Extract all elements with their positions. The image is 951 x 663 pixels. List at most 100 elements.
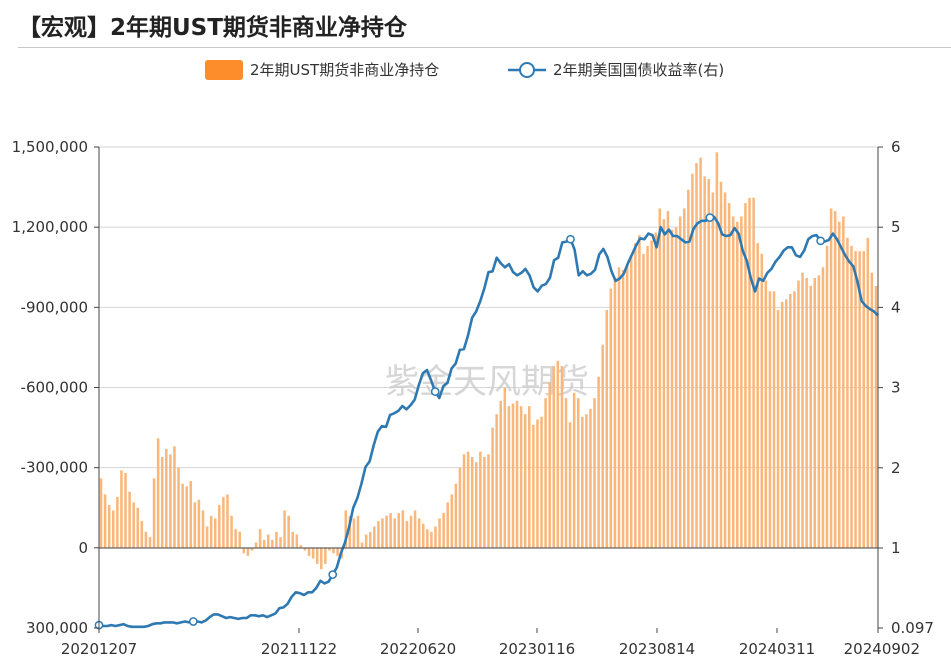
right-tick-label: 0.097 xyxy=(891,619,934,637)
title-divider xyxy=(18,47,951,48)
x-axis-ticks: 20201207 20211122 20220620 20230116 20230814… xyxy=(61,628,920,658)
bar xyxy=(756,243,759,548)
bar xyxy=(842,216,845,549)
bar xyxy=(434,526,437,548)
bar xyxy=(870,272,874,548)
bar xyxy=(421,523,425,548)
bar xyxy=(266,534,270,548)
bar xyxy=(666,211,670,548)
bar xyxy=(218,505,221,548)
bar xyxy=(152,478,156,548)
bar xyxy=(495,414,498,548)
bar xyxy=(238,531,241,548)
bar xyxy=(662,219,666,548)
legend-bar-swatch[interactable] xyxy=(205,60,243,80)
bar xyxy=(201,510,205,548)
bar xyxy=(793,291,796,548)
right-axis-ticks: 0.097 1 2 3 4 5 6 xyxy=(878,138,934,637)
bar xyxy=(613,277,617,548)
bar xyxy=(209,515,213,548)
bar xyxy=(185,486,188,548)
bar xyxy=(597,376,600,548)
bar xyxy=(833,211,837,548)
bar xyxy=(764,280,768,548)
bar xyxy=(707,179,711,548)
bar xyxy=(283,510,286,548)
bar xyxy=(699,157,702,548)
bar xyxy=(752,197,755,548)
bar xyxy=(328,548,331,551)
bar xyxy=(393,518,396,548)
bar xyxy=(181,483,184,548)
bar xyxy=(625,264,629,548)
bar xyxy=(540,416,543,548)
bar xyxy=(324,548,327,564)
bar xyxy=(776,310,780,548)
bar xyxy=(593,398,596,548)
bar xyxy=(670,229,674,548)
bar xyxy=(784,299,788,548)
bar xyxy=(120,470,123,548)
bar xyxy=(850,245,853,548)
bar xyxy=(205,526,209,548)
bar xyxy=(528,406,531,548)
bar xyxy=(332,548,335,554)
bar xyxy=(279,537,282,548)
right-tick-label: 5 xyxy=(891,218,901,236)
bar xyxy=(654,232,657,548)
bar xyxy=(356,515,360,548)
right-tick-label: 2 xyxy=(891,459,901,477)
bar xyxy=(258,529,262,548)
bar xyxy=(674,227,678,549)
bar xyxy=(197,499,201,548)
yield-line xyxy=(98,215,879,629)
left-tick-label: -900,000 xyxy=(21,298,88,316)
bar xyxy=(352,518,356,548)
bar xyxy=(556,360,560,548)
x-tick-label: 20230814 xyxy=(619,640,695,658)
bar xyxy=(466,451,470,548)
bar xyxy=(519,406,523,548)
bar xyxy=(837,221,841,548)
bar xyxy=(112,510,115,548)
bar xyxy=(581,416,584,548)
bar xyxy=(303,548,307,551)
right-tick-label: 3 xyxy=(891,379,901,397)
bar xyxy=(691,173,694,548)
bar xyxy=(271,539,274,548)
bar xyxy=(515,400,519,548)
bar xyxy=(658,208,662,548)
bar xyxy=(213,518,217,548)
bar xyxy=(687,189,690,548)
bar xyxy=(862,251,865,548)
bar xyxy=(389,513,392,548)
bar xyxy=(650,240,653,548)
x-tick-label: 20240902 xyxy=(844,640,920,658)
bar xyxy=(230,515,233,548)
bar xyxy=(377,521,380,548)
bar xyxy=(397,513,401,548)
bar xyxy=(695,163,698,548)
bar xyxy=(124,473,127,548)
bar xyxy=(683,208,686,548)
bar xyxy=(116,497,119,548)
line-point-marker xyxy=(430,387,440,396)
bar xyxy=(458,467,462,548)
page-title: 【宏观】2年期UST期货非商业净持仓 xyxy=(18,15,407,41)
bar xyxy=(250,548,254,551)
bar xyxy=(491,427,494,548)
bar xyxy=(344,510,348,548)
bar xyxy=(426,529,429,548)
bar xyxy=(601,344,604,548)
left-tick-label: 1,200,000 xyxy=(12,218,88,236)
bar xyxy=(450,494,454,548)
x-tick-label: 20230116 xyxy=(499,640,575,658)
bar xyxy=(368,531,372,548)
bar xyxy=(605,310,609,548)
bar xyxy=(760,253,764,548)
bar xyxy=(780,301,784,548)
bar xyxy=(483,456,486,548)
bar xyxy=(315,548,319,564)
bar xyxy=(479,451,482,548)
bar xyxy=(462,454,466,548)
